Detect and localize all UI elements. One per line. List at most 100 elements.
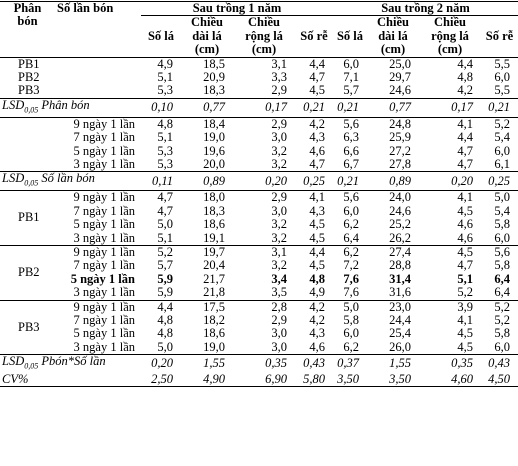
value-cell: 6,3 xyxy=(343,130,359,145)
value-cell: 18,3 xyxy=(203,83,225,98)
value-cell: 3,0 xyxy=(271,326,287,341)
factor-name xyxy=(0,158,55,172)
value-cell: 24,0 xyxy=(367,190,419,205)
frequency-name: 5 ngày 1 lần xyxy=(70,271,135,286)
data-row: 7 ngày 1 lần 4,7 18,3 3,0 4,3 6,0 24,6 4,5 5,4 xyxy=(0,203,518,218)
value-cell: 5,1 xyxy=(457,271,473,286)
value-cell: 19,0 xyxy=(203,339,225,354)
lsd-row: LSD0,05 Phân bón 0,10 0,77 0,17 0,21 0,21 0,77… xyxy=(0,97,518,118)
value-cell: 21,8 xyxy=(203,285,225,300)
value-cell: 17,5 xyxy=(181,299,233,314)
value-cell: 5,80 xyxy=(295,372,333,388)
factor-name: PB2 xyxy=(0,244,55,301)
cv-row: CV% 2,50 4,90 6,90 5,80 3,50 3,50 4,60 4,50 xyxy=(0,372,518,388)
value-cell: 0,43 xyxy=(295,354,333,374)
value-cell: 6,0 xyxy=(333,56,367,72)
cv-label: CV% xyxy=(0,372,141,388)
value-cell: 28,8 xyxy=(389,258,411,273)
value-cell: 0,21 xyxy=(333,171,367,191)
value-cell: 4,4 xyxy=(295,244,333,260)
value-cell: 7,1 xyxy=(343,70,359,85)
data-row: PB1 9 ngày 1 lần 4,7 18,0 2,9 4,1 5,6 24,0 4,1 5,… xyxy=(0,190,518,246)
value-cell: 19,6 xyxy=(203,143,225,158)
lsd-prefix: LSD xyxy=(2,354,25,369)
value-cell: 0,21 xyxy=(481,97,518,118)
value-cell: 4,1 xyxy=(295,190,333,205)
data-row: 5 ngày 1 lần 5,0 18,6 3,2 4,5 6,2 25,2 4,6 5,8 xyxy=(0,217,518,232)
data-row: PB1 4,9 18,5 3,1 4,4 6,0 25,0 4,4 5,5 xyxy=(0,56,518,72)
value-cell: 24,6 xyxy=(389,203,411,218)
lsd-prefix: LSD xyxy=(2,97,25,112)
frequency-name: 9 ngày 1 lần xyxy=(55,116,141,132)
data-row: 3 ngày 1 lần 5,3 20,0 3,2 4,7 6,7 27,8 4,7 6,1 xyxy=(0,156,518,172)
value-cell: 0,17 xyxy=(419,97,481,118)
value-cell: 5,2 xyxy=(141,244,181,260)
value-cell: 4,4 xyxy=(295,56,333,72)
value-cell: 3,0 xyxy=(271,203,287,218)
value-cell: 5,1 xyxy=(157,130,173,145)
value-cell: 27,4 xyxy=(367,244,419,260)
value-cell: 0,25 xyxy=(295,171,333,191)
factor-name: PB1 xyxy=(0,190,55,246)
data-row: PB2 5,1 20,9 3,3 4,7 7,1 29,7 4,8 6,0 xyxy=(0,70,518,85)
value-cell: 4,7 xyxy=(457,156,473,171)
lsd-label: LSD0,05 Pbón*Số lần xyxy=(0,354,141,374)
value-cell: 4,4 xyxy=(457,130,473,145)
value-cell: 4,5 xyxy=(419,244,481,260)
value-cell: 0,89 xyxy=(367,171,419,191)
value-cell: 5,9 xyxy=(157,285,173,300)
value-cell: 7,2 xyxy=(343,258,359,273)
factor-name: PB2 xyxy=(18,70,40,85)
header-column: Chiều dài lá (cm) xyxy=(181,16,233,58)
value-cell: 4,4 xyxy=(141,299,181,314)
value-cell: 5,2 xyxy=(481,116,518,132)
frequency-name xyxy=(55,56,141,72)
value-cell: 3,4 xyxy=(271,271,287,286)
value-cell: 5,3 xyxy=(157,83,173,98)
factor-name xyxy=(0,145,55,158)
value-cell: 5,0 xyxy=(157,217,173,232)
lsd-subscript: 0,05 xyxy=(24,178,39,188)
value-cell: 0,89 xyxy=(181,171,233,191)
value-cell: 4,2 xyxy=(295,116,333,132)
data-row: 3 ngày 1 lần 5,1 19,1 3,2 4,5 6,4 26,2 4,6 6,0 xyxy=(0,230,518,246)
data-row: 5 ngày 1 lần 5,9 21,7 3,4 4,8 7,6 31,4 5,1 6,4 xyxy=(0,271,518,286)
data-row: 7 ngày 1 lần 5,1 19,0 3,0 4,3 6,3 25,9 4,4 5,4 xyxy=(0,130,518,145)
value-cell: 4,5 xyxy=(457,339,473,354)
header-column: Chiều rộng lá (cm) xyxy=(419,16,481,58)
value-cell: 7,6 xyxy=(343,271,359,286)
value-cell: 0,20 xyxy=(419,171,481,191)
value-cell: 6,0 xyxy=(343,326,359,341)
frequency-name: 7 ngày 1 lần xyxy=(73,203,135,218)
value-cell: 4,9 xyxy=(309,285,325,300)
header-column: Số lá xyxy=(141,15,181,58)
value-cell: 7,6 xyxy=(343,285,359,300)
value-cell: 6,0 xyxy=(343,203,359,218)
lsd-label: LSD0,05 Số lần bón xyxy=(0,171,141,191)
factor-name xyxy=(0,116,55,132)
value-cell: 6,0 xyxy=(494,339,510,354)
value-cell: 4,8 xyxy=(141,116,181,132)
value-cell: 25,0 xyxy=(367,56,419,72)
value-cell: 3,3 xyxy=(271,70,287,85)
value-cell: 5,8 xyxy=(494,217,510,232)
value-cell: 4,8 xyxy=(157,326,173,341)
value-cell: 5,6 xyxy=(333,116,367,132)
value-cell: 0,25 xyxy=(481,171,518,191)
value-cell: 4,6 xyxy=(457,217,473,232)
value-cell: 4,1 xyxy=(419,190,481,205)
value-cell: 21,7 xyxy=(203,271,225,286)
value-cell: 3,5 xyxy=(271,285,287,300)
value-cell: 20,0 xyxy=(203,156,225,171)
value-cell: 4,7 xyxy=(309,156,325,171)
value-cell: 0,17 xyxy=(233,97,295,118)
header-column: Số rễ xyxy=(481,15,518,58)
value-cell: 5,4 xyxy=(494,130,510,145)
data-row: 3 ngày 1 lần 5,0 19,0 3,0 4,6 6,2 26,0 4,5 6,0 xyxy=(0,339,518,355)
value-cell: 0,43 xyxy=(481,354,518,374)
value-cell: 4,4 xyxy=(419,56,481,72)
value-cell: 4,2 xyxy=(457,83,473,98)
header-column: Số rễ xyxy=(295,15,333,58)
frequency-name: 3 ngày 1 lần xyxy=(73,339,135,354)
value-cell: 6,0 xyxy=(494,230,510,245)
